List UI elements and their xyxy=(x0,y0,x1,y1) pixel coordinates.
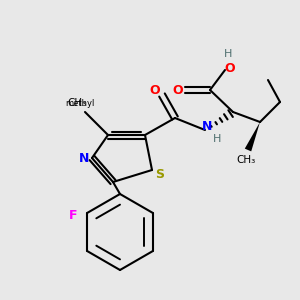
Text: H: H xyxy=(213,134,221,144)
Text: methyl: methyl xyxy=(65,100,95,109)
Text: O: O xyxy=(173,85,183,98)
Text: CH₃: CH₃ xyxy=(68,98,87,108)
Text: O: O xyxy=(225,61,235,74)
Polygon shape xyxy=(245,122,260,152)
Text: N: N xyxy=(79,152,89,164)
Text: F: F xyxy=(69,208,77,221)
Text: S: S xyxy=(155,167,164,181)
Text: N: N xyxy=(202,121,212,134)
Text: H: H xyxy=(224,49,232,59)
Text: O: O xyxy=(150,83,160,97)
Text: CH₃: CH₃ xyxy=(236,155,256,165)
